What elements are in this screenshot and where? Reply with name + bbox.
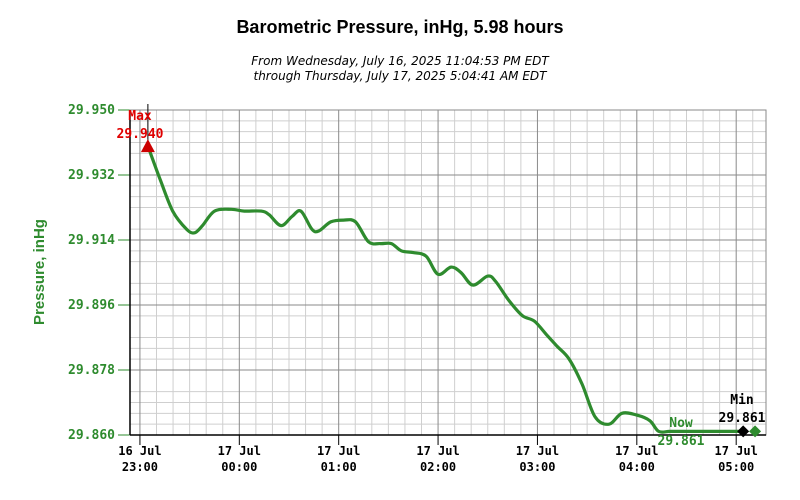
pressure-series-line	[146, 144, 745, 434]
y-tick-label: 29.860	[68, 428, 115, 443]
max-marker	[140, 139, 155, 153]
now-value: 29.861	[658, 434, 705, 449]
x-tick-label-time: 23:00	[122, 460, 158, 474]
x-tick-label-time: 02:00	[420, 460, 456, 474]
y-tick-label: 29.932	[68, 168, 115, 183]
x-tick-label-date: 17 Jul	[516, 444, 559, 458]
plot-frame	[129, 109, 767, 436]
x-tick-label-time: 00:00	[221, 460, 257, 474]
x-tick-label-date: 16 Jul	[118, 444, 161, 458]
now-label: Now	[669, 416, 693, 431]
x-tick-label-time: 05:00	[718, 460, 754, 474]
x-tick-label-date: 17 Jul	[218, 444, 261, 458]
max-label: Max	[128, 109, 152, 124]
max-value: 29.940	[117, 127, 164, 142]
x-tick-label-date: 17 Jul	[416, 444, 459, 458]
x-tick-label-time: 01:00	[321, 460, 357, 474]
x-tick-label-date: 17 Jul	[715, 444, 758, 458]
grid	[130, 109, 766, 436]
x-tick-label-time: 03:00	[519, 460, 555, 474]
y-axis-label: Pressure, inHg	[31, 219, 48, 325]
x-tick-label-date: 17 Jul	[317, 444, 360, 458]
min-label: Min	[730, 393, 753, 408]
y-tick-label: 29.914	[68, 233, 115, 248]
chart-subtitle-through: through Thursday, July 17, 2025 5:04:41 …	[254, 69, 549, 83]
chart-title: Barometric Pressure, inHg, 5.98 hours	[236, 17, 563, 37]
y-tick-label: 29.950	[68, 103, 115, 118]
min-value: 29.861	[719, 411, 766, 426]
y-tick-label: 29.896	[68, 298, 115, 313]
series-lines	[146, 144, 745, 434]
min-marker	[737, 425, 750, 438]
x-tick-label-time: 04:00	[619, 460, 655, 474]
annotations: Max 29.940 Min 29.861 Now 29.861	[117, 104, 766, 449]
x-tick-label-date: 17 Jul	[615, 444, 658, 458]
chart-subtitle-from: From Wednesday, July 16, 2025 11:04:53 P…	[251, 54, 550, 68]
now-marker	[749, 425, 762, 438]
axes	[118, 109, 767, 445]
y-tick-label: 29.878	[68, 363, 115, 378]
